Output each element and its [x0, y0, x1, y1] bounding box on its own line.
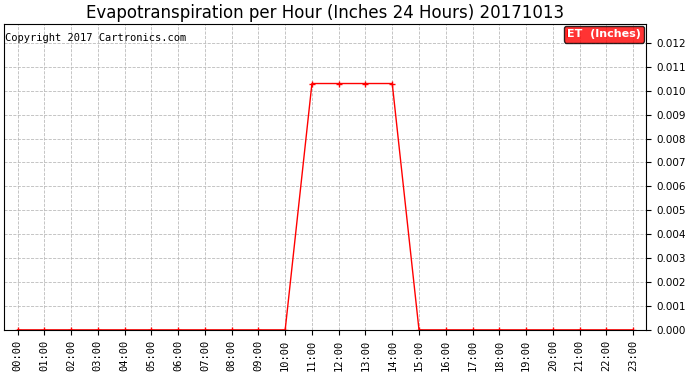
- Legend: ET  (Inches): ET (Inches): [564, 26, 644, 43]
- Title: Evapotranspiration per Hour (Inches 24 Hours) 20171013: Evapotranspiration per Hour (Inches 24 H…: [86, 4, 564, 22]
- Text: Copyright 2017 Cartronics.com: Copyright 2017 Cartronics.com: [6, 33, 187, 43]
